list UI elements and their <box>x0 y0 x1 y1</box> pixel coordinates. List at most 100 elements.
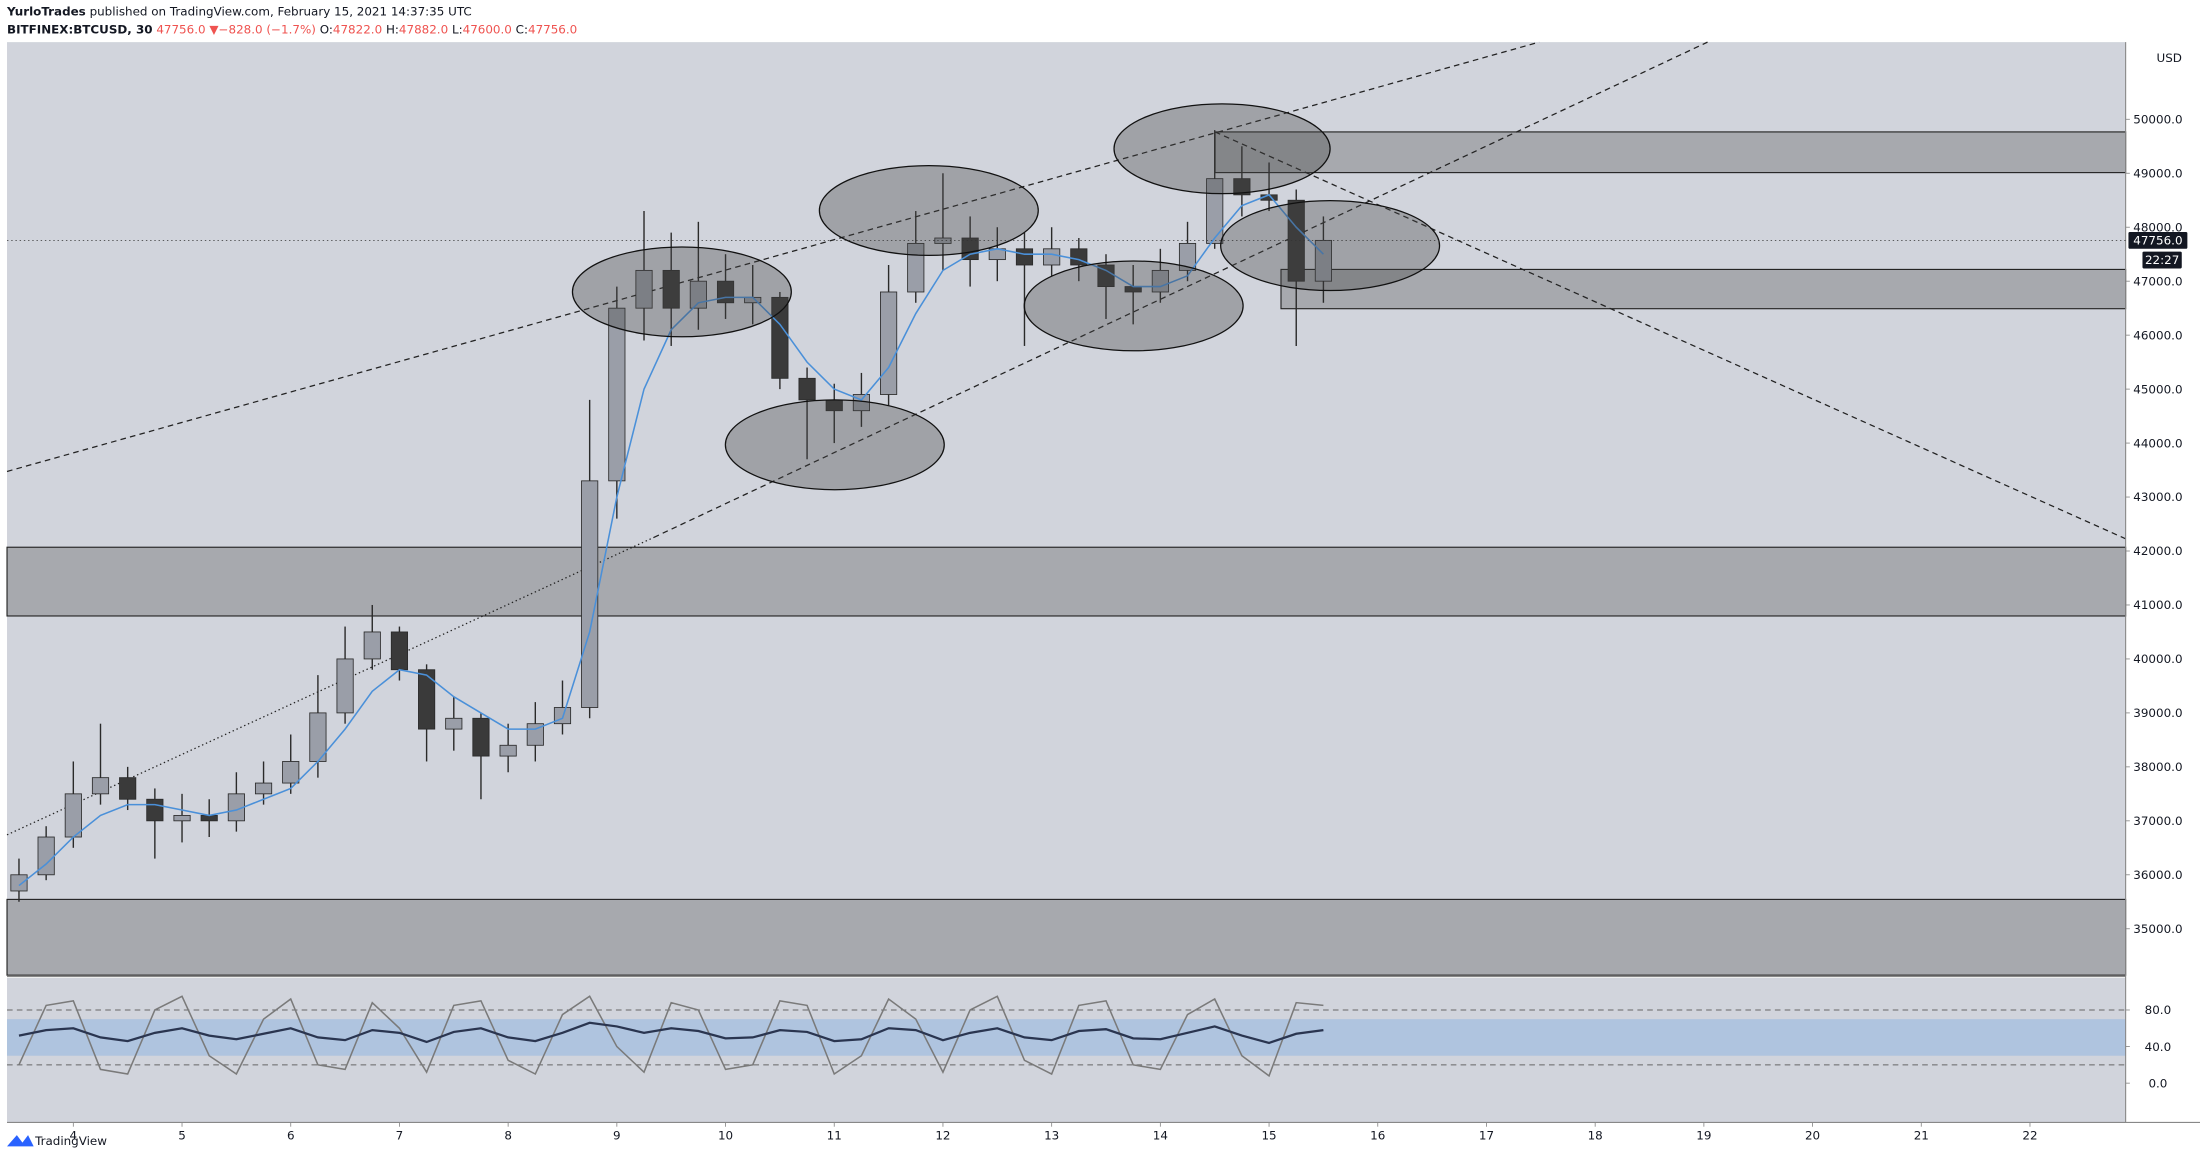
footer-brand: TradingView <box>34 1134 107 1148</box>
currency: USD <box>2157 51 2182 65</box>
zone <box>6 898 2127 976</box>
logo <box>7 1135 34 1147</box>
x-tick-label: 17 <box>1479 1128 1494 1142</box>
series-line <box>18 193 1324 887</box>
candle-body <box>635 269 653 309</box>
candle-body <box>798 377 816 401</box>
candle-body <box>418 669 436 730</box>
y-tick-label: 48000.0 <box>2133 220 2182 234</box>
x-tick-label: 22 <box>2022 1128 2037 1142</box>
candle-body <box>254 782 273 795</box>
y-tick-label: 39000.0 <box>2133 706 2182 720</box>
x-tick-label: 6 <box>287 1128 295 1142</box>
ellipses <box>571 103 1441 491</box>
author: YurloTrades <box>6 4 86 18</box>
change: −828.0 (−1.7%) <box>219 23 316 37</box>
symbol-line: BITFINEX:BTCUSD, 30 47756.0 ▼−828.0 (−1.… <box>7 23 577 37</box>
price: 47756.0 <box>156 23 205 37</box>
candle-body <box>390 631 409 671</box>
x-tick-label: 14 <box>1153 1128 1168 1142</box>
y-tick-label: 44000.0 <box>2133 436 2182 450</box>
ellipse <box>571 246 792 338</box>
candle-body <box>64 793 82 838</box>
candle-body <box>91 777 110 795</box>
x-tick-label: 15 <box>1261 1128 1276 1142</box>
ellipse <box>1023 260 1244 352</box>
trendline <box>6 41 1540 473</box>
candle-body <box>499 744 517 757</box>
x-tick-label: 21 <box>1914 1128 1929 1142</box>
ellipse <box>818 164 1039 257</box>
candle-body <box>336 658 354 714</box>
x-tick-label: 16 <box>1370 1128 1385 1142</box>
last-price-box <box>2128 231 2188 249</box>
y-tick-label: 43000.0 <box>2133 490 2182 504</box>
x-tick-label: 10 <box>718 1128 733 1142</box>
candle-body <box>961 237 979 261</box>
candle-body <box>1206 178 1224 244</box>
x-tick-label: 19 <box>1696 1128 1711 1142</box>
x-tick-label: 9 <box>613 1128 621 1142</box>
y-tick-label: 80.0 <box>2145 1003 2172 1017</box>
x-tick-label: 4 <box>70 1128 78 1142</box>
candle-body <box>282 761 300 784</box>
y-tick-label: 40.0 <box>2145 1040 2172 1054</box>
candle-body <box>445 717 463 730</box>
countdown-box <box>2142 251 2182 269</box>
candle-body <box>581 480 599 708</box>
low: 47600.0 <box>463 23 512 37</box>
last-price-label: 47756.0 <box>2133 234 2182 248</box>
marks <box>7 130 2126 1078</box>
y-tick-label: 35000.0 <box>2133 922 2182 936</box>
ellipse <box>724 399 945 491</box>
y-tick-label: 49000.0 <box>2133 166 2182 180</box>
candle-body <box>662 269 680 309</box>
trendlines <box>6 41 2126 836</box>
x-tick-label: 13 <box>1044 1128 1059 1142</box>
x-tick-label: 7 <box>396 1128 404 1142</box>
open: 47822.0 <box>333 23 382 37</box>
candle-body <box>1178 242 1197 271</box>
candle-body <box>1043 248 1061 266</box>
ellipse <box>1113 103 1331 195</box>
y-tick-label: 50000.0 <box>2133 113 2182 127</box>
zones <box>6 131 2127 976</box>
candle-body <box>472 717 490 757</box>
x-tick-label: 5 <box>178 1128 186 1142</box>
candle-body <box>771 296 789 379</box>
candle-body <box>200 815 218 822</box>
price-pane <box>7 42 2126 976</box>
candle-body <box>880 291 898 395</box>
x-tick-label: 12 <box>935 1128 950 1142</box>
published: published on TradingView.com, February 1… <box>90 4 472 18</box>
y-tick-label: 40000.0 <box>2133 652 2182 666</box>
series-line <box>18 1021 1324 1045</box>
y-tick-label: 38000.0 <box>2133 760 2182 774</box>
countdown: 22:27 <box>2145 253 2179 267</box>
symbol: BITFINEX:BTCUSD, 30 <box>7 23 153 37</box>
candle-body <box>173 815 191 822</box>
y-tick-label: 45000.0 <box>2133 382 2182 396</box>
candle-body <box>10 874 28 892</box>
high: 47882.0 <box>399 23 448 37</box>
y-tick-label: 0.0 <box>2148 1076 2167 1090</box>
close: 47756.0 <box>528 23 577 37</box>
candle-body <box>146 798 164 822</box>
y-tick-label: 36000.0 <box>2133 868 2182 882</box>
x-tick-label: 20 <box>1805 1128 1820 1142</box>
footer: TradingView <box>7 1134 107 1148</box>
x-tick-label: 8 <box>504 1128 512 1142</box>
high-label: H: <box>386 23 399 37</box>
trendline <box>6 536 655 836</box>
candle-body <box>363 631 381 660</box>
candle-body <box>1015 248 1034 266</box>
ellipse <box>1220 200 1441 292</box>
trendline <box>653 41 1708 538</box>
candle-body <box>119 777 137 800</box>
candle-body <box>1233 178 1251 196</box>
x-tick-label: 11 <box>827 1128 842 1142</box>
open-label: O: <box>320 23 333 37</box>
series-line <box>18 995 1324 1078</box>
